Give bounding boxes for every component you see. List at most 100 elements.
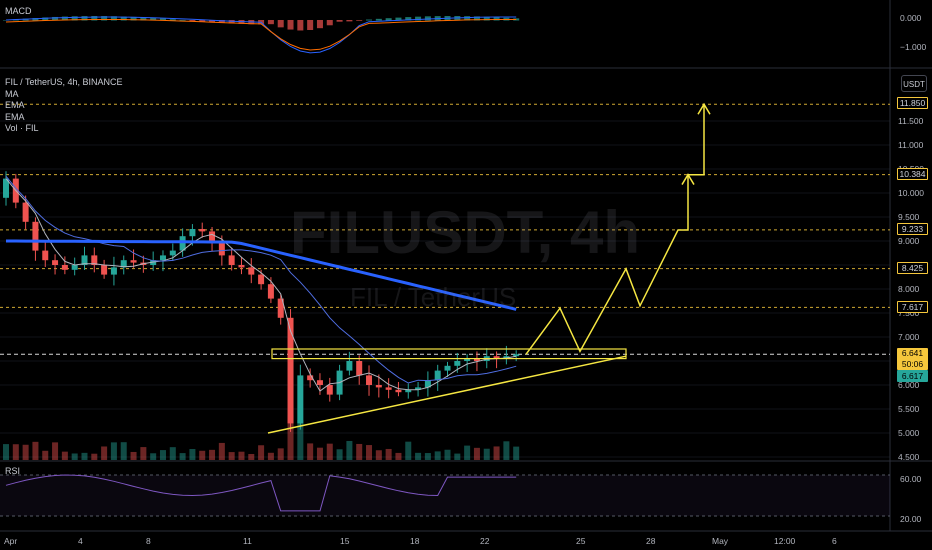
candle-body [101, 265, 108, 275]
macd-histogram-bar [140, 17, 147, 21]
macd-histogram-bar [228, 20, 235, 24]
macd-histogram-bar [366, 19, 373, 21]
candle-body [473, 358, 480, 361]
legend-ema-2[interactable]: EMA [5, 111, 25, 122]
price-axis-tick: 7.000 [898, 332, 920, 342]
candle-body [464, 358, 471, 361]
legend-ma[interactable]: MA [5, 88, 19, 99]
macd-histogram-bar [297, 20, 304, 31]
volume-bar [483, 448, 490, 460]
volume-bar [336, 449, 343, 460]
volume-bar [110, 442, 117, 460]
macd-histogram-bar [385, 18, 392, 21]
volume-bar [316, 447, 323, 460]
candle-body [228, 255, 235, 265]
rsi-pane [0, 474, 890, 517]
volume-bar [307, 443, 314, 460]
ma-line [5, 178, 517, 392]
macd-histogram-bar [52, 16, 59, 21]
candle-body [209, 231, 216, 241]
candle-body [493, 356, 500, 359]
axes: 11.50011.00010.50010.0009.5009.0008.5008… [4, 13, 927, 546]
legend-ema-1[interactable]: EMA [5, 100, 25, 110]
macd-histogram-bar [218, 20, 225, 23]
level-tag-9233: 9.233 [897, 223, 928, 235]
macd-histogram-bar [287, 20, 294, 30]
candle-body [503, 356, 510, 359]
volume-bar [464, 445, 471, 460]
macd-histogram-bar [150, 17, 157, 21]
volume-bar [3, 444, 9, 460]
candle-body [405, 389, 412, 393]
macd-histogram-bar [71, 16, 78, 21]
macd-histogram-bar [3, 20, 9, 21]
candle-body [513, 354, 520, 357]
projection-arrowhead [681, 173, 695, 185]
moving-averages [5, 175, 517, 392]
legend-symbol[interactable]: FIL / TetherUS, 4h, BINANCE [5, 77, 123, 87]
ema-value-tag: 6.617 [897, 370, 928, 382]
macd-histogram-bar [415, 16, 422, 21]
candle-body [375, 385, 382, 388]
macd-histogram-bar [316, 20, 323, 29]
macd-histogram-bar [130, 16, 137, 21]
rsi-axis-tick: 60.00 [900, 474, 922, 484]
time-axis-tick: 12:00 [774, 536, 796, 546]
candle-body [150, 260, 157, 265]
candle-body [199, 229, 206, 232]
volume-bar [140, 447, 147, 460]
macd-histogram-bar [356, 20, 363, 21]
macd-histogram-bar [493, 17, 500, 21]
candle-body [42, 250, 49, 261]
macd-pane [3, 16, 520, 54]
time-axis-tick: 6 [832, 536, 837, 546]
price-levels [0, 103, 890, 355]
time-axis-tick: 28 [646, 536, 656, 546]
time-axis-tick: Apr [4, 536, 17, 546]
macd-histogram-bar [307, 20, 314, 31]
candle-body [444, 365, 451, 371]
macd-histogram-bar [179, 19, 186, 21]
level-tag-11850: 11.850 [897, 97, 928, 109]
macd-histogram-bar [267, 20, 274, 25]
countdown: 50:06 [901, 359, 924, 369]
candle-body [385, 387, 392, 390]
volume-bar [493, 446, 500, 460]
projection-arrowhead [697, 102, 711, 115]
annotations [267, 102, 711, 434]
time-axis-tick: 18 [410, 536, 420, 546]
macd-histogram-bar [110, 16, 117, 21]
volume-bar [326, 443, 333, 460]
level-tag-8425: 8.425 [897, 262, 928, 274]
macd-histogram-bar [473, 16, 480, 21]
candle-body [307, 375, 314, 381]
macd-label: MACD [5, 6, 32, 16]
volume-bar [150, 453, 157, 460]
price-axis-tick: 4.500 [898, 452, 920, 462]
volume-bar [81, 452, 88, 460]
volume-bar [22, 444, 29, 460]
legend-volume[interactable]: Vol · FIL [5, 123, 39, 133]
macd-histogram-bar [483, 16, 490, 21]
volume-bar [277, 448, 284, 460]
macd-histogram-bar [120, 16, 127, 21]
ema-long-line [6, 239, 517, 311]
signal-line [5, 19, 517, 51]
candle-body [316, 380, 323, 385]
volume-bar [130, 451, 137, 460]
macd-histogram-bar [61, 16, 68, 21]
volume-bar [91, 453, 98, 460]
currency-button[interactable]: USDT [901, 75, 927, 92]
volume-bar [199, 450, 206, 460]
volume-bar [42, 450, 49, 460]
candle-body [179, 236, 186, 251]
time-axis-tick: 8 [146, 536, 151, 546]
candle-body [71, 265, 78, 270]
volume-bar [356, 443, 363, 460]
candle-body [248, 267, 255, 275]
volume-bar [287, 415, 294, 460]
price-axis-tick: 10.000 [898, 188, 924, 198]
price-axis-tick: 5.000 [898, 428, 920, 438]
volume-bar [169, 447, 176, 460]
